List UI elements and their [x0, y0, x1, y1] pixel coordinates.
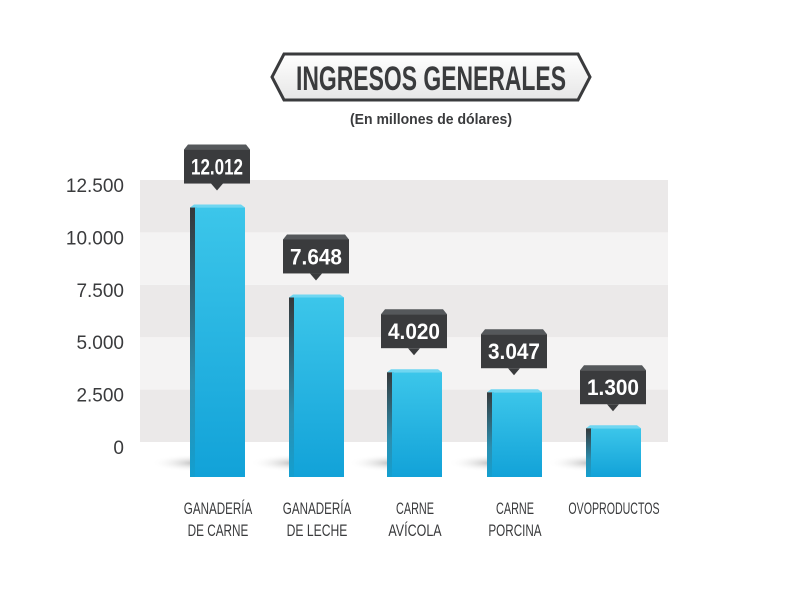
bar-top	[586, 425, 641, 429]
label-box	[184, 149, 250, 184]
data-label: 12.012	[191, 155, 243, 180]
y-tick-label: 2.500	[76, 386, 124, 407]
x-category-label: OVOPRODUCTOS	[568, 499, 659, 518]
bar-top	[487, 389, 542, 393]
bar	[195, 207, 245, 477]
y-tick-label: 7.500	[76, 281, 124, 302]
bar	[591, 428, 641, 477]
bar-side	[387, 372, 394, 477]
bar-top	[387, 369, 442, 373]
label-box	[381, 314, 447, 349]
bar-side	[289, 297, 296, 477]
x-category-label: GANADERÍA	[283, 499, 352, 518]
label-pointer	[310, 273, 322, 281]
x-category-label: CARNE	[496, 499, 534, 518]
label-pointer	[408, 348, 420, 356]
bar-group: 3.047	[448, 329, 547, 477]
bar	[294, 297, 344, 477]
x-category-label: AVÍCOLA	[388, 521, 442, 540]
label-box-top	[481, 329, 547, 335]
data-label: 4.020	[388, 319, 440, 344]
bar-side	[190, 207, 197, 477]
bar-group: 12.012	[151, 144, 250, 477]
bar-group: 7.648	[250, 234, 349, 477]
bar-top	[289, 294, 344, 298]
y-tick-label: 0	[113, 438, 124, 459]
label-box-top	[580, 365, 646, 371]
x-category-label: DE LECHE	[287, 521, 348, 540]
y-tick-label: 10.000	[66, 228, 124, 249]
label-box	[580, 370, 646, 405]
bar-group: 1.300	[547, 365, 646, 477]
bar-side	[586, 428, 593, 477]
y-tick-label: 5.000	[76, 333, 124, 354]
label-box	[283, 239, 349, 274]
chart-title: INGRESOS GENERALES	[296, 60, 566, 98]
data-label: 7.648	[290, 244, 342, 269]
label-pointer	[607, 404, 619, 412]
x-category-label: CARNE	[396, 499, 434, 518]
label-pointer	[508, 368, 520, 376]
chart-subtitle: (En millones de dólares)	[350, 111, 512, 128]
bar	[392, 372, 442, 477]
data-label: 1.300	[587, 375, 639, 400]
bar-group: 4.020	[348, 309, 447, 477]
label-box	[481, 334, 547, 369]
label-pointer	[211, 183, 223, 191]
data-label: 3.047	[488, 339, 540, 364]
label-box-top	[381, 309, 447, 315]
bar-top	[190, 204, 245, 208]
title-banner: INGRESOS GENERALES	[270, 52, 592, 102]
x-category-label: PORCINA	[488, 521, 542, 540]
y-tick-label: 12.500	[66, 176, 124, 197]
x-category-label: GANADERÍA	[184, 499, 253, 518]
label-box-top	[184, 144, 250, 150]
x-category-label: DE CARNE	[188, 521, 249, 540]
bar-side	[487, 392, 494, 477]
bar	[492, 392, 542, 477]
label-box-top	[283, 234, 349, 240]
